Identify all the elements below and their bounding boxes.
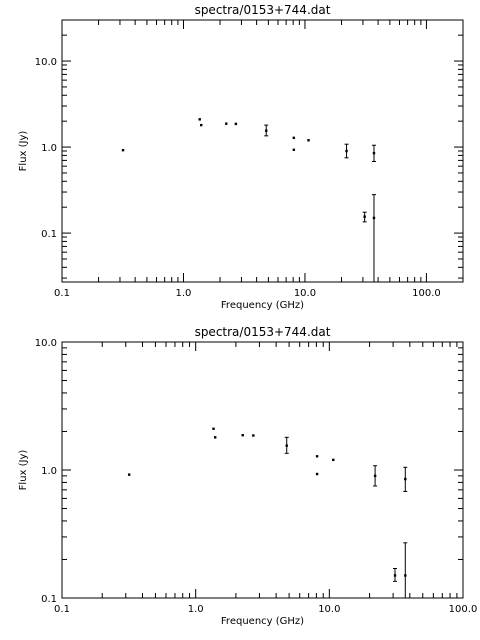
data-point [225, 122, 228, 125]
data-point [241, 434, 244, 437]
data-point [234, 122, 238, 126]
data-point [345, 149, 348, 153]
data-point [265, 129, 268, 132]
data-point [292, 148, 296, 151]
data-point [315, 455, 319, 458]
data-point [404, 574, 407, 577]
x-axis-label: Frequency (GHz) [221, 616, 304, 627]
x-tick-label: 1.0 [176, 288, 192, 299]
y-tick-label: 0.1 [41, 594, 57, 605]
x-tick-label: 10.0 [318, 604, 340, 615]
y-tick-label: 10.0 [35, 338, 57, 349]
chart-top: spectra/0153+744.dat 0.1 1.0 10.0 100.0 0.1 1.… [18, 3, 464, 311]
x-tick-label: 10.0 [294, 288, 316, 299]
x-tick-label: 100.0 [449, 604, 478, 615]
y-tick-label: 1.0 [41, 466, 57, 477]
x-tick-label: 0.1 [54, 288, 70, 299]
y-tick-label: 0.1 [41, 229, 57, 240]
chart-title: spectra/0153+744.dat [195, 3, 331, 17]
data-point [121, 148, 125, 152]
data-point [372, 216, 376, 220]
data-point [404, 477, 407, 481]
x-axis-label: Frequency (GHz) [221, 300, 304, 311]
data-point [315, 472, 319, 476]
y-axis-label: Flux (Jy) [18, 131, 29, 172]
x-tick-label: 0.1 [54, 604, 70, 615]
x-tick-label: 100.0 [412, 288, 441, 299]
data-point [200, 123, 203, 127]
y-tick-label: 1.0 [41, 143, 57, 154]
plot-frame [61, 341, 464, 599]
data-point [292, 136, 296, 140]
y-tick-label: 10.0 [35, 57, 57, 68]
data-point [373, 474, 377, 478]
data-point [198, 118, 201, 121]
data-point [213, 436, 217, 439]
data-point [332, 458, 335, 462]
data-point [127, 473, 131, 476]
data-point [252, 434, 255, 437]
data-point [307, 139, 310, 142]
data-point [393, 574, 397, 577]
y-axis-label: Flux (Jy) [18, 450, 29, 491]
data-point [212, 427, 215, 430]
data-point [285, 444, 288, 447]
data-point [363, 215, 366, 218]
data-point [372, 151, 376, 155]
x-tick-label: 1.0 [188, 604, 204, 615]
chart-bottom: spectra/0153+744.dat 0.1 1.0 10.0 100.0 0.1 1.… [18, 325, 477, 627]
chart-title: spectra/0153+744.dat [195, 325, 331, 339]
